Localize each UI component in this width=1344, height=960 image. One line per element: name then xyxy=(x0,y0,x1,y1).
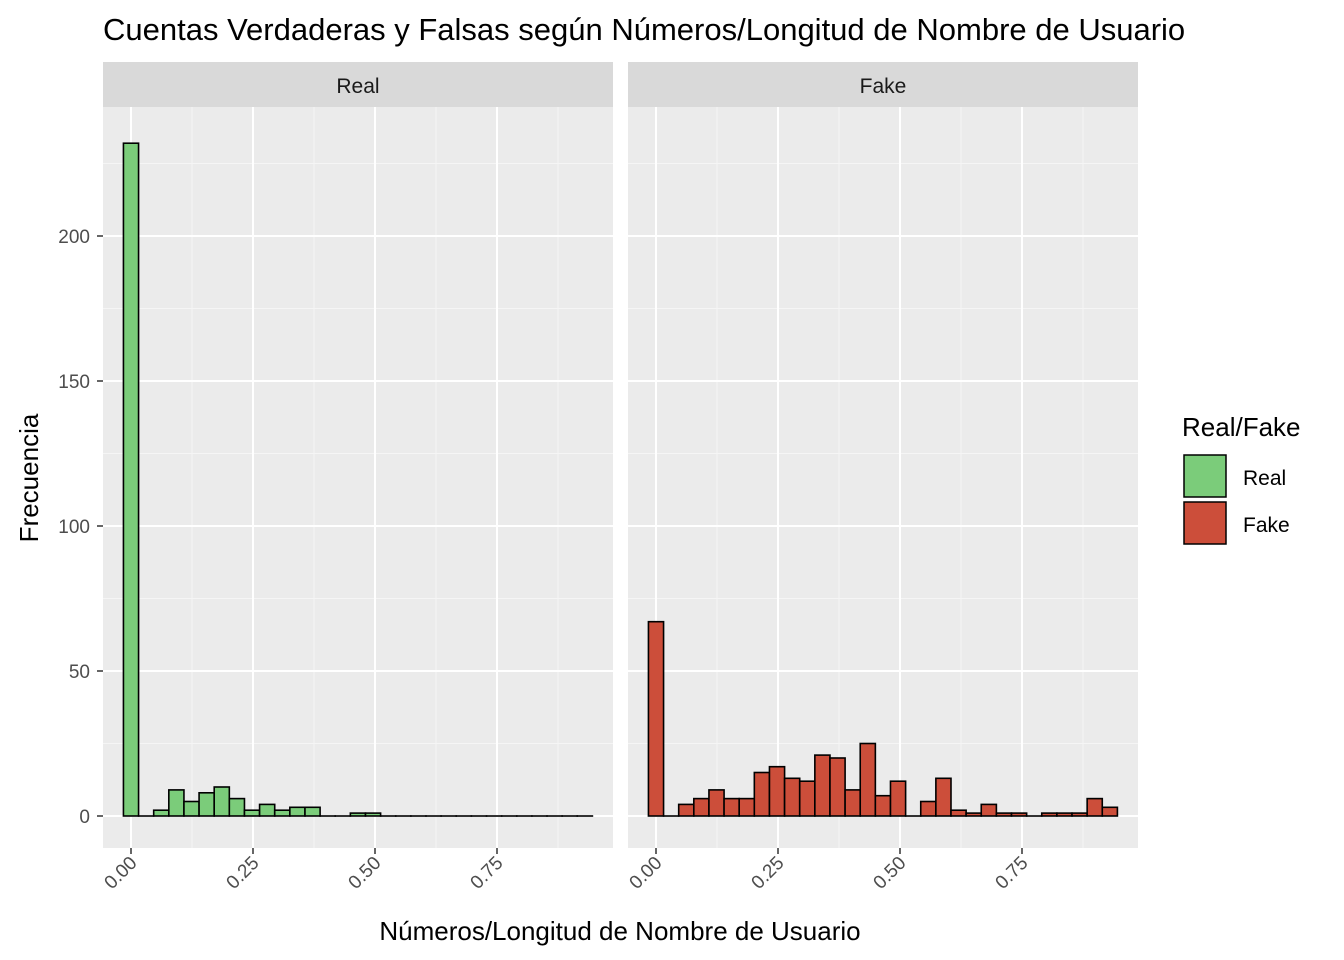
histogram-bar xyxy=(122,142,140,817)
y-tick-label: 50 xyxy=(69,662,90,683)
facet-strip-label: Real xyxy=(336,75,379,98)
x-tick-label: 0.50 xyxy=(870,853,911,894)
histogram-bar xyxy=(753,771,771,817)
histogram-bar xyxy=(273,809,291,817)
x-tick-label: 0.25 xyxy=(223,853,264,894)
x-tick-label: 0.00 xyxy=(101,853,142,894)
histogram-bar xyxy=(829,757,846,817)
histogram-bar xyxy=(228,797,246,817)
histogram-bar xyxy=(723,797,741,817)
x-axis-title: Números/Longitud de Nombre de Usuario xyxy=(379,916,860,946)
histogram-bar xyxy=(844,789,862,817)
y-axis-title: Frecuencia xyxy=(14,413,44,542)
x-tick-label: 0.00 xyxy=(626,853,667,894)
histogram-bar xyxy=(213,786,231,817)
y-tick-label: 100 xyxy=(58,517,90,538)
x-tick-label: 0.75 xyxy=(992,853,1033,894)
histogram-bar xyxy=(183,800,200,817)
histogram-bar xyxy=(1086,797,1104,817)
histogram-bar xyxy=(289,806,306,817)
histogram-bar xyxy=(647,620,665,817)
histogram-bar xyxy=(1010,812,1028,817)
y-tick-label: 150 xyxy=(58,372,90,393)
histogram-bar xyxy=(152,809,170,817)
histogram-bar xyxy=(814,754,831,817)
legend-key-fake xyxy=(1183,501,1227,545)
panel-fake: Fake 0.00 0.25 0.50 0.75 xyxy=(626,62,1138,894)
histogram-bar xyxy=(198,791,216,817)
facet-strip-label: Fake xyxy=(860,75,907,98)
histogram-bar xyxy=(783,777,801,817)
y-tick-label: 0 xyxy=(79,807,90,828)
histogram-bar xyxy=(965,812,983,817)
histogram-bar xyxy=(677,803,695,817)
histogram-bar xyxy=(859,742,877,817)
histogram-bar xyxy=(1071,812,1088,817)
histogram-bar xyxy=(243,809,261,817)
legend: Real/Fake Real Fake xyxy=(1182,412,1301,545)
histogram-bar xyxy=(168,789,185,817)
y-tick-label: 200 xyxy=(58,227,90,248)
x-tick-label: 0.50 xyxy=(345,853,386,894)
y-axis: 0 50 100 150 200 xyxy=(58,227,103,828)
histogram-bar xyxy=(919,800,937,817)
legend-label-fake: Fake xyxy=(1243,514,1290,537)
facet-strip xyxy=(628,62,1138,107)
x-tick-label: 0.25 xyxy=(748,853,789,894)
legend-label-real: Real xyxy=(1243,467,1286,490)
histogram-bar xyxy=(874,794,892,817)
histogram-bar xyxy=(798,780,816,817)
histogram-bar xyxy=(889,780,907,817)
chart-title: Cuentas Verdaderas y Falsas según Número… xyxy=(103,12,1185,47)
histogram-bar xyxy=(768,765,786,817)
histogram-bar xyxy=(708,789,725,817)
legend-key-real xyxy=(1183,454,1227,498)
histogram-bar xyxy=(349,812,367,817)
facet-strip xyxy=(103,62,613,107)
histogram-bar xyxy=(980,803,998,817)
histogram-bar xyxy=(738,797,756,817)
histogram-bar xyxy=(1056,812,1073,817)
histogram-bar xyxy=(995,812,1013,817)
histogram-bar xyxy=(364,812,382,817)
histogram-bar xyxy=(1101,806,1119,817)
histogram-bar xyxy=(1040,812,1058,817)
panel-background xyxy=(103,107,613,848)
histogram-bar xyxy=(935,777,952,817)
legend-title: Real/Fake xyxy=(1182,412,1301,442)
histogram-bar xyxy=(693,797,710,817)
histogram-bar xyxy=(304,806,321,817)
panel-real: Real 0.00 0.25 0.50 0.75 xyxy=(101,62,613,894)
panel-background xyxy=(628,107,1138,848)
x-tick-label: 0.75 xyxy=(467,853,508,894)
histogram-bar xyxy=(258,803,276,817)
histogram-bar xyxy=(950,809,967,817)
